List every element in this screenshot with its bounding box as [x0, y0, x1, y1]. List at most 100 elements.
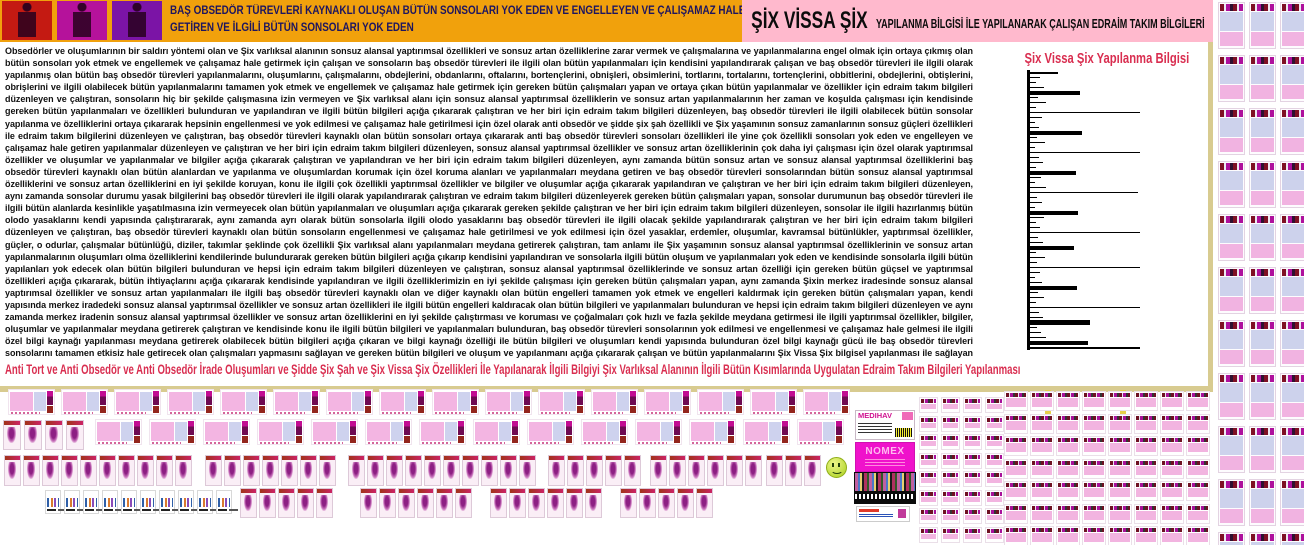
smiley-face-icon[interactable]: [826, 457, 847, 478]
figure-thumbnail[interactable]: [707, 455, 724, 486]
page-thumbnail-medium[interactable]: [1186, 413, 1210, 434]
page-thumbnail-small[interactable]: [919, 526, 938, 543]
medihav-card[interactable]: MEDIHAV: [855, 410, 915, 440]
figure-thumbnail[interactable]: [281, 455, 298, 486]
figure-thumbnail[interactable]: [585, 488, 602, 518]
page-thumbnail-mini[interactable]: [1280, 320, 1304, 367]
small-text-card[interactable]: [856, 506, 910, 522]
figure-thumbnail[interactable]: [688, 455, 705, 486]
page-thumbnail-small[interactable]: [963, 397, 982, 413]
figure-thumbnail[interactable]: [650, 455, 667, 486]
chart-thumbnail[interactable]: [178, 490, 194, 514]
figure-thumbnail[interactable]: [316, 488, 333, 518]
figure-thumbnail[interactable]: [519, 455, 536, 486]
page-thumbnail-medium[interactable]: [1186, 436, 1210, 456]
gallery-thumbnail-wide[interactable]: [743, 419, 790, 445]
page-thumbnail-mini[interactable]: [1218, 161, 1245, 208]
figure-thumbnail[interactable]: [45, 420, 63, 450]
page-thumbnail-mini[interactable]: [1218, 426, 1245, 473]
figure-thumbnail[interactable]: [509, 488, 526, 518]
page-thumbnail-mini[interactable]: [1280, 267, 1304, 314]
page-thumbnail-small[interactable]: [941, 508, 960, 524]
gallery-thumbnail-wide[interactable]: [379, 389, 426, 415]
gallery-thumbnail-wide[interactable]: [149, 419, 196, 445]
page-thumbnail-medium[interactable]: [1186, 503, 1210, 524]
gallery-thumbnail-wide[interactable]: [203, 419, 250, 445]
page-thumbnail-medium[interactable]: [1004, 458, 1028, 479]
figure-thumbnail[interactable]: [490, 488, 507, 518]
page-thumbnail-small[interactable]: [985, 434, 1004, 450]
gallery-thumbnail-wide[interactable]: [95, 419, 142, 445]
page-thumbnail-mini[interactable]: [1249, 426, 1276, 473]
gallery-thumbnail-wide[interactable]: [644, 389, 691, 415]
page-thumbnail-small[interactable]: [919, 434, 938, 450]
page-thumbnail-medium[interactable]: [1004, 391, 1028, 411]
figure-thumbnail[interactable]: [745, 455, 762, 486]
page-thumbnail-mini[interactable]: [1218, 108, 1245, 155]
gallery-thumbnail-wide[interactable]: [485, 389, 532, 415]
page-thumbnail-medium[interactable]: [1004, 481, 1028, 501]
gallery-thumbnail-wide[interactable]: [167, 389, 214, 415]
page-thumbnail-medium[interactable]: [1004, 413, 1028, 434]
page-thumbnail-medium[interactable]: [1030, 458, 1054, 479]
chart-thumbnail[interactable]: [45, 490, 61, 514]
page-thumbnail-medium[interactable]: [1004, 503, 1028, 524]
gallery-thumbnail-wide[interactable]: [581, 419, 628, 445]
figure-thumbnail[interactable]: [262, 455, 279, 486]
page-thumbnail-small[interactable]: [963, 508, 982, 524]
page-thumbnail-medium[interactable]: [1108, 391, 1132, 411]
page-thumbnail-small[interactable]: [919, 415, 938, 432]
page-thumbnail-mini[interactable]: [1218, 373, 1245, 420]
page-thumbnail-small[interactable]: [985, 415, 1004, 432]
figure-thumbnail[interactable]: [766, 455, 783, 486]
page-thumbnail-small[interactable]: [985, 526, 1004, 543]
figure-thumbnail[interactable]: [3, 420, 21, 450]
figure-thumbnail[interactable]: [23, 455, 40, 486]
figure-thumbnail[interactable]: [243, 455, 260, 486]
page-thumbnail-medium[interactable]: [1056, 526, 1080, 545]
page-thumbnail-medium[interactable]: [1160, 458, 1184, 479]
page-thumbnail-medium[interactable]: [1082, 458, 1106, 479]
figure-thumbnail[interactable]: [624, 455, 641, 486]
page-thumbnail-medium[interactable]: [1030, 391, 1054, 411]
figure-thumbnail[interactable]: [175, 455, 192, 486]
page-thumbnail-mini[interactable]: [1280, 55, 1304, 102]
page-thumbnail-mini[interactable]: [1280, 2, 1304, 49]
page-thumbnail-medium[interactable]: [1030, 526, 1054, 545]
chart-thumbnail[interactable]: [64, 490, 80, 514]
page-thumbnail-small[interactable]: [963, 471, 982, 487]
page-thumbnail-small[interactable]: [919, 397, 938, 413]
figure-thumbnail[interactable]: [443, 455, 460, 486]
figure-thumbnail[interactable]: [297, 488, 314, 518]
page-thumbnail-medium[interactable]: [1160, 413, 1184, 434]
figure-thumbnail[interactable]: [548, 455, 565, 486]
gallery-thumbnail-wide[interactable]: [365, 419, 412, 445]
figure-thumbnail[interactable]: [436, 488, 453, 518]
page-thumbnail-mini[interactable]: [1249, 55, 1276, 102]
page-thumbnail-medium[interactable]: [1134, 458, 1158, 479]
statue-image-red[interactable]: [2, 1, 52, 40]
figure-thumbnail[interactable]: [42, 455, 59, 486]
page-thumbnail-medium[interactable]: [1108, 481, 1132, 501]
page-thumbnail-small[interactable]: [941, 471, 960, 487]
page-thumbnail-mini[interactable]: [1280, 108, 1304, 155]
figure-thumbnail[interactable]: [677, 488, 694, 518]
page-thumbnail-medium[interactable]: [1108, 436, 1132, 456]
figure-thumbnail[interactable]: [4, 455, 21, 486]
page-thumbnail-medium[interactable]: [1134, 413, 1158, 434]
page-thumbnail-small[interactable]: [919, 508, 938, 524]
page-thumbnail-mini[interactable]: [1280, 532, 1304, 545]
figure-thumbnail[interactable]: [639, 488, 656, 518]
figure-thumbnail[interactable]: [367, 455, 384, 486]
page-thumbnail-medium[interactable]: [1082, 503, 1106, 524]
page-thumbnail-medium[interactable]: [1108, 503, 1132, 524]
page-thumbnail-medium[interactable]: [1160, 503, 1184, 524]
figure-thumbnail[interactable]: [240, 488, 257, 518]
page-thumbnail-mini[interactable]: [1218, 55, 1245, 102]
figure-thumbnail[interactable]: [605, 455, 622, 486]
gallery-thumbnail-wide[interactable]: [797, 419, 844, 445]
figure-thumbnail[interactable]: [417, 488, 434, 518]
figure-thumbnail[interactable]: [224, 455, 241, 486]
page-thumbnail-medium[interactable]: [1056, 481, 1080, 501]
gallery-thumbnail-wide[interactable]: [635, 419, 682, 445]
